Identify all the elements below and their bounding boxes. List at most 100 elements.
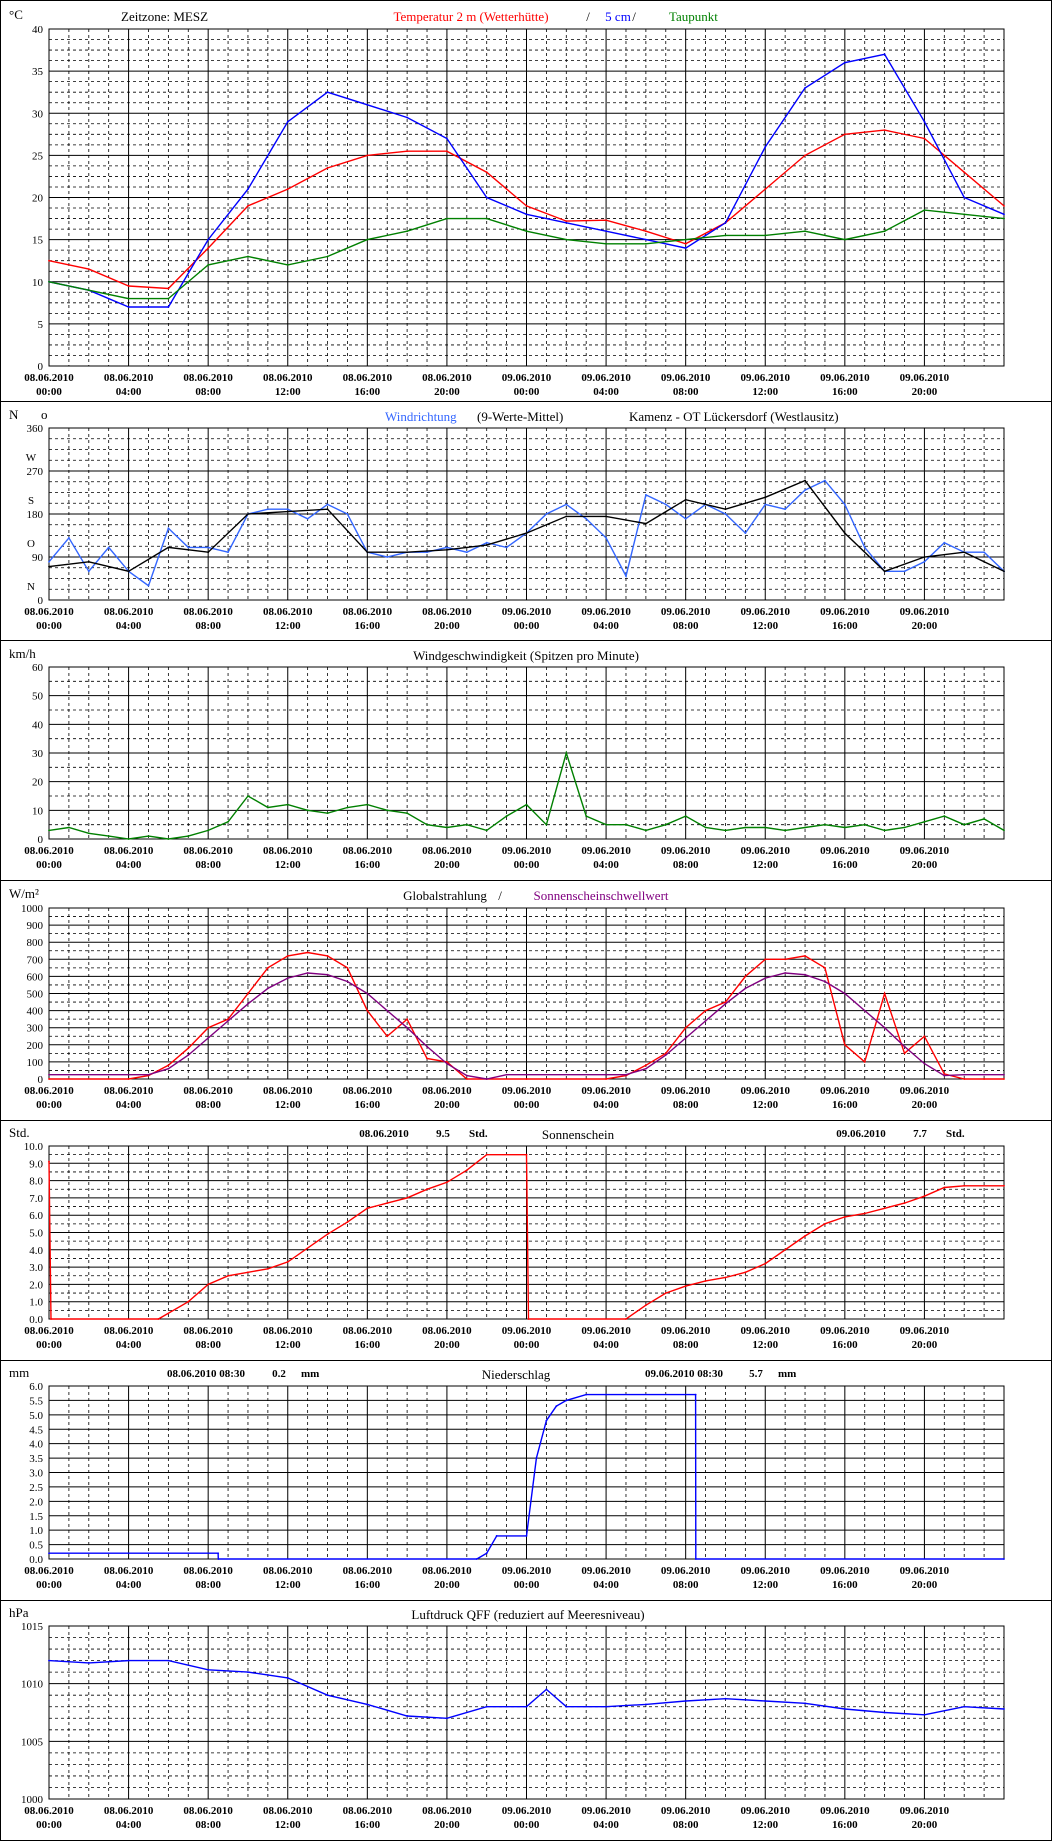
data-point — [525, 1073, 528, 1076]
x-tick-date: 08.06.2010 — [183, 1565, 233, 1577]
data-point — [67, 536, 70, 539]
data-point — [625, 823, 627, 826]
y-tick-label: 40 — [32, 719, 44, 731]
x-tick-date: 08.06.2010 — [24, 1565, 74, 1577]
data-point — [207, 264, 210, 266]
data-point — [545, 1419, 548, 1422]
data-point — [386, 1202, 389, 1204]
x-tick-date: 09.06.2010 — [661, 1325, 711, 1337]
title-part: / — [632, 9, 636, 24]
data-point — [764, 234, 767, 237]
data-point — [485, 829, 488, 832]
data-point — [167, 1064, 170, 1067]
data-point — [605, 242, 607, 245]
y-tick-label: 0.0 — [29, 1314, 43, 1326]
x-tick-date: 09.06.2010 — [741, 606, 791, 618]
x-tick-time: 20:00 — [434, 859, 460, 871]
x-tick-time: 08:00 — [673, 1819, 699, 1831]
x-tick-time: 04:00 — [116, 859, 142, 871]
data-point — [227, 1018, 229, 1021]
data-point — [1003, 1708, 1005, 1710]
data-point — [525, 205, 528, 207]
x-tick-time: 20:00 — [912, 620, 938, 632]
data-point — [923, 560, 926, 563]
data-point — [804, 954, 806, 957]
x-tick-date: 08.06.2010 — [104, 606, 154, 618]
data-point — [247, 992, 249, 995]
x-tick-time: 08:00 — [673, 1579, 699, 1591]
x-tick-date: 08.06.2010 — [422, 372, 472, 384]
x-tick-date: 09.06.2010 — [581, 1085, 631, 1097]
sunshine-panel: 0.0 1.0 2.0 3.0 4.0 5.0 6.0 7.0 8.0 9.0 10.0 Std. So… — [1, 1121, 1052, 1361]
data-point — [167, 527, 170, 530]
data-point — [764, 958, 767, 961]
title-part: Taupunkt — [669, 9, 718, 24]
data-point — [485, 544, 488, 546]
data-point — [485, 171, 488, 174]
data-point — [366, 992, 369, 995]
data-point — [923, 1062, 926, 1065]
data-point — [824, 966, 826, 969]
data-point — [227, 820, 229, 823]
data-point — [605, 823, 607, 826]
data-point — [446, 137, 448, 140]
data-point — [843, 61, 846, 64]
data-point — [326, 812, 329, 815]
radiation-panel: 0 100 200 300 400 500 600 700 800 900 1000 W/m² Glob… — [1, 881, 1052, 1121]
data-point — [346, 980, 349, 983]
data-point — [266, 987, 269, 990]
x-tick-time: 00:00 — [36, 1819, 62, 1831]
data-point — [485, 196, 488, 199]
x-tick-date: 09.06.2010 — [661, 372, 711, 384]
data-point — [167, 287, 170, 290]
data-point — [87, 289, 90, 292]
data-point — [843, 1043, 846, 1046]
x-tick-date: 08.06.2010 — [183, 1085, 233, 1097]
data-point — [535, 1457, 538, 1459]
data-point — [187, 1047, 190, 1050]
data-point — [1003, 213, 1005, 216]
data-point — [167, 1067, 170, 1070]
data-point — [366, 238, 369, 241]
data-point — [306, 951, 309, 954]
x-tick-time: 16:00 — [832, 1819, 858, 1831]
data-point — [883, 829, 886, 832]
title-part: Windrichtung — [385, 409, 457, 424]
data-point — [824, 980, 826, 983]
data-point — [565, 515, 568, 518]
data-point — [187, 1054, 190, 1056]
data-point — [446, 150, 448, 153]
data-point — [366, 1703, 369, 1706]
y-tick-label: 1015 — [21, 1621, 44, 1633]
y-tick-label: 1010 — [21, 1679, 44, 1691]
data-point — [406, 116, 409, 119]
data-point — [843, 1708, 846, 1710]
data-point — [883, 1711, 886, 1714]
title-part: Kamenz - OT Lückersdorf (Westlausitz) — [629, 409, 839, 424]
x-tick-date: 08.06.2010 — [422, 1085, 472, 1097]
y-tick-label: 0 — [38, 834, 44, 846]
x-tick-date: 09.06.2010 — [581, 606, 631, 618]
wind-speed-panel: 0 10 20 30 40 50 60 km/h Windgeschwindigkeit (Sp… — [1, 641, 1052, 881]
wind-direction-chart: 0 90 180 270 360 N O S W N o Windrichtung (9-Werte-M… — [9, 407, 1005, 632]
x-tick-time: 00:00 — [36, 620, 62, 632]
data-point — [784, 829, 787, 832]
y-tick-label: 10.0 — [24, 1141, 44, 1153]
data-point — [247, 1002, 249, 1005]
y-tick-label: 360 — [27, 423, 44, 435]
data-point — [923, 120, 926, 123]
x-tick-date: 08.06.2010 — [104, 1805, 154, 1817]
data-point — [644, 238, 647, 241]
data-point — [107, 835, 110, 838]
data-point — [286, 120, 289, 123]
data-point — [87, 268, 90, 271]
data-point — [923, 820, 926, 823]
data-point — [525, 1078, 528, 1080]
x-tick-date: 08.06.2010 — [24, 372, 74, 384]
x-tick-date: 08.06.2010 — [104, 1085, 154, 1097]
x-tick-date: 08.06.2010 — [343, 1085, 393, 1097]
title-part: Sonnenschein — [542, 1127, 615, 1142]
data-point — [247, 188, 249, 190]
